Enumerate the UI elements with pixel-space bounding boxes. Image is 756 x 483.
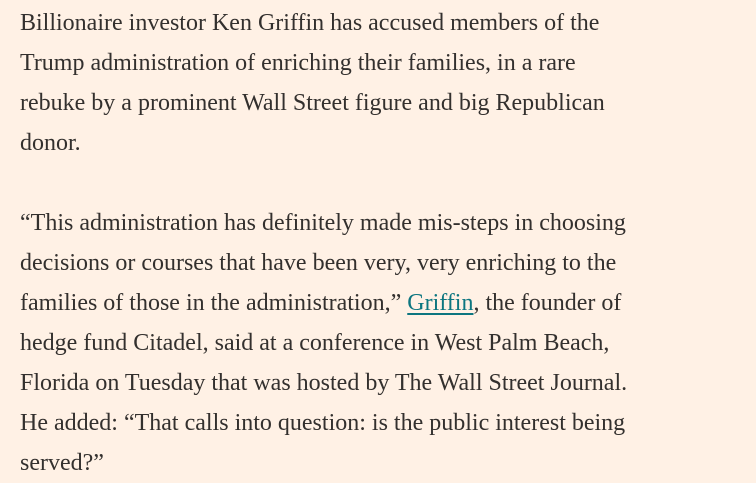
paragraph-line: Trump administration of enriching their … (20, 50, 576, 76)
text-before-link: families of those in the administration,… (20, 290, 408, 316)
article-paragraph-2: “This administration has definitely made… (20, 203, 627, 483)
griffin-link[interactable]: Griffin (407, 290, 474, 316)
paragraph-line: rebuke by a prominent Wall Street figure… (20, 90, 605, 116)
paragraph-line: “This administration has definitely made… (20, 210, 626, 236)
paragraph-line: Billionaire investor Ken Griffin has acc… (20, 10, 600, 36)
paragraph-line-with-link: families of those in the administration,… (20, 283, 627, 323)
paragraph-line: decisions or courses that have been very… (20, 250, 617, 276)
paragraph-line: Florida on Tuesday that was hosted by Th… (20, 370, 628, 396)
paragraph-line: hedge fund Citadel, said at a conference… (20, 330, 610, 356)
article-paragraph-1: Billionaire investor Ken Griffin has acc… (20, 3, 605, 163)
text-after-link: , the founder of (473, 290, 622, 316)
paragraph-line: He added: “That calls into question: is … (20, 410, 626, 436)
paragraph-line: served?” (20, 450, 104, 476)
paragraph-line: donor. (20, 130, 81, 156)
